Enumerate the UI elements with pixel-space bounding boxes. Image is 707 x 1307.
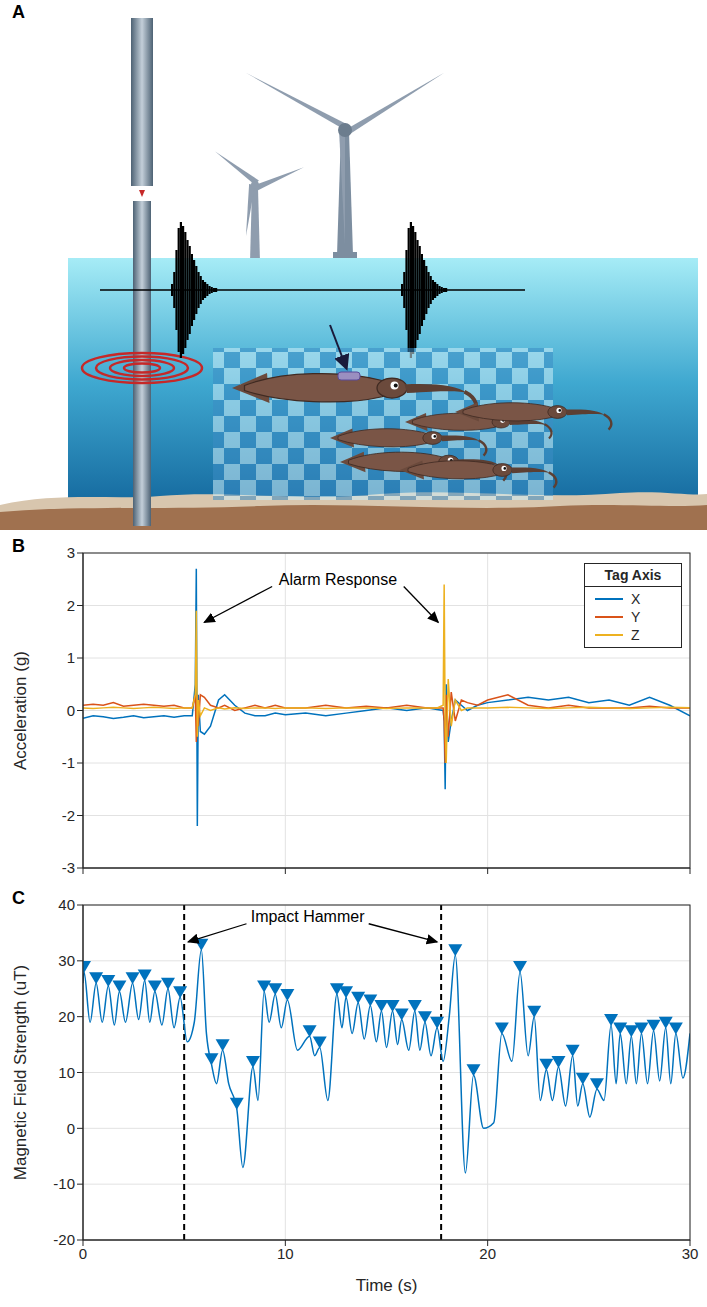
svg-text:-20: -20 <box>53 1231 75 1248</box>
svg-text:-10: -10 <box>53 1175 75 1192</box>
svg-text:Time (s): Time (s) <box>356 1276 418 1295</box>
svg-text:-3: -3 <box>62 859 75 876</box>
svg-text:0: 0 <box>67 1120 75 1137</box>
html-text:Y: Y <box>631 609 641 625</box>
html-text:Tag Axis: Tag Axis <box>604 567 662 583</box>
svg-text:0: 0 <box>79 1245 87 1262</box>
svg-text:Magnetic Field Strength (uT): Magnetic Field Strength (uT) <box>11 965 30 1180</box>
svg-text:-2: -2 <box>62 807 75 824</box>
html-text:X: X <box>631 591 641 607</box>
svg-text:A: A <box>12 2 25 22</box>
svg-text:40: 40 <box>58 896 75 913</box>
svg-text:10: 10 <box>58 1064 75 1081</box>
svg-text:Impact Hammer: Impact Hammer <box>251 908 365 925</box>
svg-text:30: 30 <box>58 952 75 969</box>
svg-text:Alarm Response: Alarm Response <box>279 571 397 588</box>
svg-text:20: 20 <box>58 1008 75 1025</box>
svg-text:-1: -1 <box>62 754 75 771</box>
svg-text:2: 2 <box>67 597 75 614</box>
svg-text:Acceleration (g): Acceleration (g) <box>11 651 30 770</box>
svg-text:20: 20 <box>479 1245 496 1262</box>
html-text:Z: Z <box>631 627 640 643</box>
html-text:C: C <box>12 888 25 908</box>
svg-text:1: 1 <box>67 649 75 666</box>
svg-text:3: 3 <box>67 544 75 561</box>
html-text:B: B <box>12 536 25 556</box>
svg-text:0: 0 <box>67 702 75 719</box>
svg-text:10: 10 <box>277 1245 294 1262</box>
svg-text:30: 30 <box>682 1245 699 1262</box>
